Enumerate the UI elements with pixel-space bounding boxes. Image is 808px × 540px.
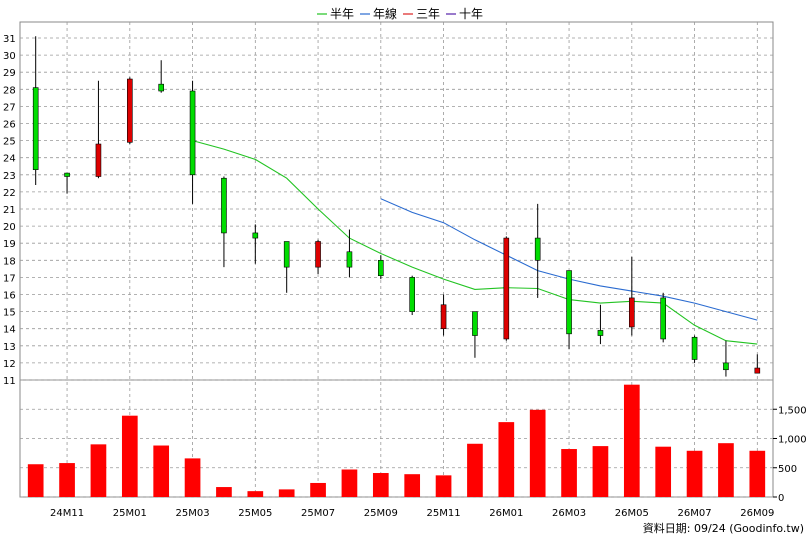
legend-label: 十年 (459, 7, 483, 21)
volume-bar (27, 464, 44, 497)
volume-bars (27, 384, 766, 497)
price-tick-label: 17 (3, 273, 16, 284)
price-panel-frame (19, 21, 774, 381)
volume-bar (561, 449, 577, 497)
candle-body (409, 277, 415, 312)
volume-bar (372, 473, 389, 497)
volume-bar (498, 422, 515, 497)
price-tick-label: 12 (3, 359, 16, 370)
price-tick-label: 14 (3, 325, 16, 336)
volume-bar (686, 450, 703, 497)
candle-body (252, 232, 259, 239)
volume-bar (467, 443, 483, 497)
candle-body (660, 297, 666, 340)
price-tick-label: 30 (3, 51, 16, 62)
month-tick-label: 26M03 (552, 508, 586, 519)
candle-body (566, 270, 572, 335)
candle-body (534, 237, 541, 261)
candle-body (64, 172, 70, 177)
price-tick-label: 15 (3, 308, 16, 319)
volume-bar (341, 469, 358, 497)
candle-body (158, 83, 164, 92)
volume-bar (216, 487, 232, 497)
month-tick-label: 25M03 (176, 508, 210, 519)
axes: 11 12 13 14 15 16 17 18 19 20 21 22 23 24 25 26 27 28 29 30… (3, 34, 807, 519)
price-tick-label: 24 (3, 154, 16, 165)
volume-bar (749, 450, 766, 497)
price-tick-label: 27 (3, 102, 16, 113)
price-tick-label: 29 (3, 68, 16, 79)
volume-bar (59, 463, 75, 497)
candle-body (95, 143, 102, 177)
volume-bar (529, 409, 546, 497)
data-date-footer: 資料日期: 09/24 (Goodinfo.tw) (643, 521, 804, 535)
volume-bar (247, 491, 264, 497)
price-tick-label: 21 (3, 205, 16, 216)
candle-body (32, 87, 39, 170)
price-tick-label: 26 (3, 120, 16, 131)
volume-bar (184, 458, 201, 497)
candle-body (283, 241, 290, 268)
volume-bar (310, 482, 326, 497)
candle-body (440, 304, 447, 330)
price-tick-label: 19 (3, 239, 16, 250)
candle-body (691, 336, 698, 360)
month-tick-label: 25M05 (238, 508, 272, 519)
candle-body (346, 251, 353, 268)
legend-label: 年線 (373, 6, 397, 21)
month-tick-label: 25M01 (113, 508, 147, 519)
volume-bar (278, 489, 295, 497)
month-tick-label: 26M01 (489, 508, 523, 519)
candle-body (503, 237, 510, 340)
price-tick-label: 31 (3, 34, 16, 45)
price-tick-label: 18 (3, 256, 16, 267)
price-tick-label: 20 (3, 222, 16, 233)
candlesticks (32, 36, 761, 377)
price-tick-label: 22 (3, 188, 16, 199)
price-tick-label: 13 (3, 342, 16, 353)
price-tick-label: 11 (3, 376, 16, 387)
month-tick-label: 26M05 (615, 508, 649, 519)
volume-bar (592, 446, 609, 497)
candle-body (378, 259, 384, 276)
volume-bar (153, 445, 170, 497)
month-tick-label: 25M07 (301, 508, 335, 519)
month-tick-label: 26M07 (678, 508, 712, 519)
volume-bar (435, 475, 452, 497)
legend: 半年 年線 三年 十年 (317, 6, 483, 21)
volume-bar (623, 384, 640, 497)
volume-tick-label: 0 (778, 493, 784, 504)
legend-label: 三年 (416, 7, 440, 21)
month-tick-label: 25M09 (364, 508, 398, 519)
candle-body (189, 90, 196, 176)
volume-bar (655, 446, 672, 497)
candle-body (221, 177, 227, 234)
candle-body (472, 311, 478, 336)
price-tick-label: 23 (3, 171, 16, 182)
volume-bar (90, 444, 107, 497)
volume-bar (121, 415, 138, 497)
volume-tick-label: 1,000 (778, 435, 807, 446)
candle-body (127, 78, 133, 143)
volume-tick-label: 1,500 (778, 405, 807, 416)
candle-body (723, 362, 729, 371)
volume-bar (718, 443, 734, 497)
candle-body (597, 330, 604, 336)
candle-body (754, 367, 761, 374)
price-tick-label: 28 (3, 85, 16, 96)
month-tick-label: 26M09 (740, 508, 774, 519)
month-tick-label: 25M11 (427, 508, 461, 519)
legend-label: 半年 (330, 7, 354, 21)
candle-body (629, 297, 635, 328)
price-tick-label: 25 (3, 137, 16, 148)
price-tick-label: 16 (3, 291, 16, 302)
volume-bar (404, 474, 421, 497)
volume-tick-label: 500 (778, 464, 797, 475)
candle-body (315, 241, 321, 268)
month-tick-label: 24M11 (50, 508, 84, 519)
